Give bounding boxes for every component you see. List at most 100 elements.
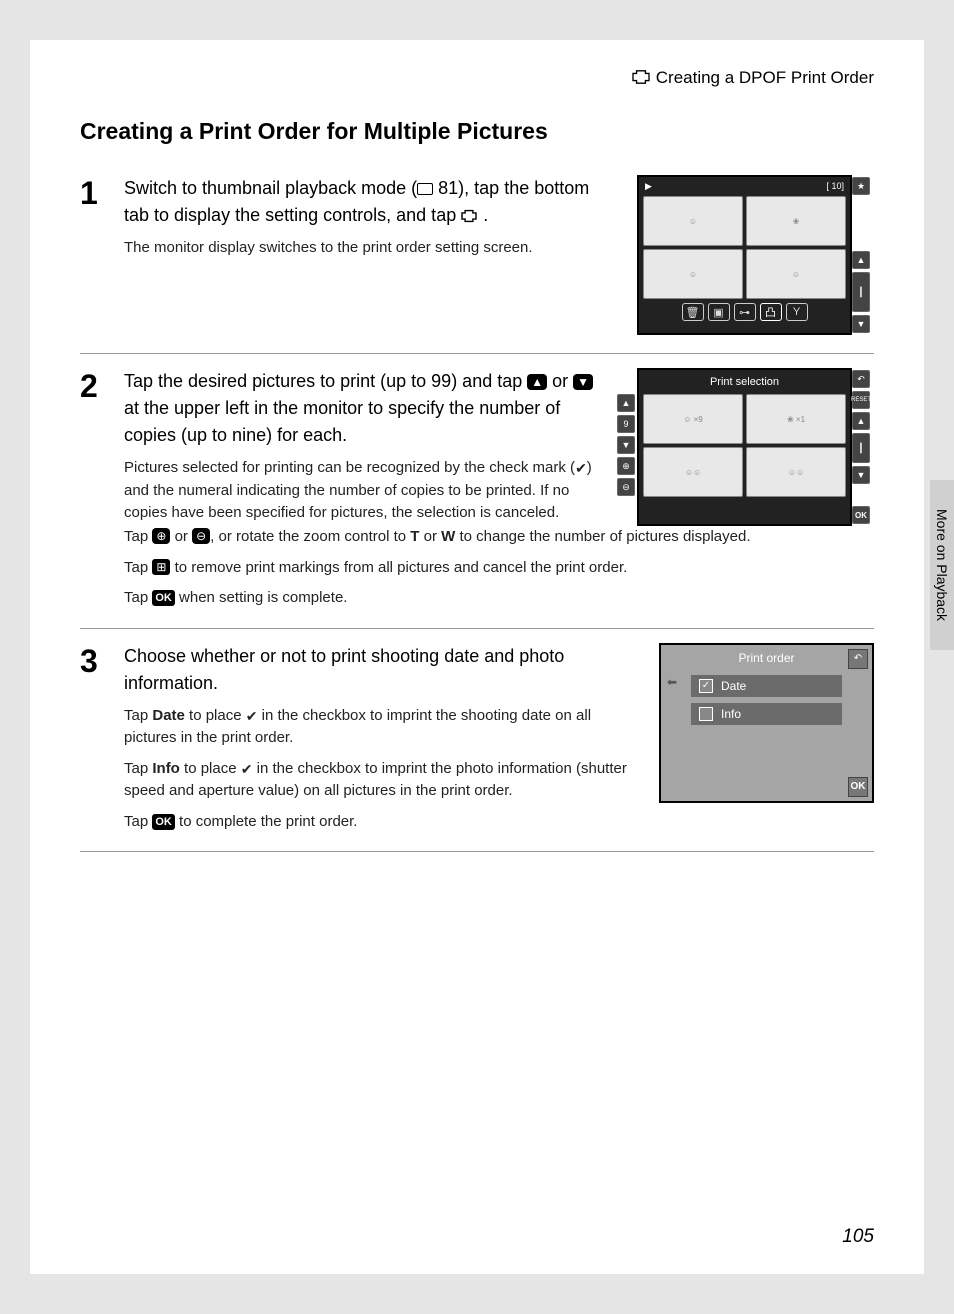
s2-head-c: at the upper left in the monitor to spec… xyxy=(124,398,560,445)
lcd2-left-controls: ▲ 9 ▼ ⊕ ⊖ xyxy=(617,394,635,496)
s2s2b: or xyxy=(170,528,192,545)
slideshow-icon[interactable]: ▣ xyxy=(708,303,730,321)
back-icon[interactable]: ↶ xyxy=(852,370,870,388)
scroll-bar-icon[interactable]: ┃ xyxy=(852,433,870,463)
zoom-in-icon-inline: ⊕ xyxy=(152,528,170,544)
lcd2-title: Print selection xyxy=(643,374,846,390)
check-mark-icon: ✔ xyxy=(575,458,587,479)
scroll-up-icon[interactable]: ▲ xyxy=(852,412,870,430)
s2s2a: Tap xyxy=(124,528,152,545)
step-1: 1 Switch to thumbnail playback mode ( 81… xyxy=(80,175,874,354)
lcd3-ok-icon[interactable]: OK xyxy=(848,777,868,797)
s3s3b: to complete the print order. xyxy=(175,813,358,830)
reset-icon-inline: ⊞ xyxy=(152,559,170,575)
manual-page: Creating a DPOF Print Order Creating a P… xyxy=(30,40,924,1274)
s2s3a: Tap xyxy=(124,559,152,576)
header-text: Creating a DPOF Print Order xyxy=(656,68,874,87)
step-1-number: 1 xyxy=(80,175,124,335)
step-1-lcd-wrapper: ▶ [ 10] ☺ ❀ ☺ ☺ 🗑 ▣ xyxy=(637,175,852,335)
ok-icon[interactable]: OK xyxy=(852,506,870,524)
step-2-sub2: Tap ⊕ or ⊖, or rotate the zoom control t… xyxy=(124,526,874,549)
star-icon[interactable]: ★ xyxy=(852,177,870,195)
copies-up-icon[interactable]: ▲ xyxy=(617,394,635,412)
step-1-head-a: Switch to thumbnail playback mode ( xyxy=(124,178,417,198)
zoom-W: W xyxy=(441,528,455,545)
arrow-up-icon: ▲ xyxy=(527,374,547,390)
info-checkbox-icon[interactable] xyxy=(699,707,713,721)
date-bold: Date xyxy=(152,707,185,724)
copies-count: 9 xyxy=(617,415,635,433)
lcd-screen-1: ▶ [ 10] ☺ ❀ ☺ ☺ 🗑 ▣ xyxy=(637,175,852,335)
reset-icon[interactable]: RESET xyxy=(852,391,870,409)
ok-icon-inline: OK xyxy=(152,590,175,606)
date-checkbox-icon[interactable]: ✓ xyxy=(699,679,713,693)
section-tab-label: More on Playback xyxy=(934,509,950,621)
print-tab-icon[interactable]: 凸 xyxy=(760,303,782,321)
thumbnail-3[interactable]: ☺☺ xyxy=(643,447,743,497)
zoom-in-icon[interactable]: ⊕ xyxy=(617,457,635,475)
page-number: 105 xyxy=(842,1226,874,1248)
s2s3b: to remove print markings from all pictur… xyxy=(170,559,627,576)
thumbnail-4[interactable]: ☺ xyxy=(746,249,846,299)
step-2-sub1: Pictures selected for printing can be re… xyxy=(124,457,595,525)
zoom-out-icon-inline: ⊖ xyxy=(192,528,210,544)
thumbnail-1[interactable]: ☺ ×9 xyxy=(643,394,743,444)
check-icon: ✔ xyxy=(246,706,258,727)
page-header: Creating a DPOF Print Order xyxy=(80,68,874,88)
check-icon: ✔ xyxy=(241,759,253,780)
thumbnail-2[interactable]: ❀ xyxy=(746,196,846,246)
step-1-subtext: The monitor display switches to the prin… xyxy=(124,237,617,260)
s2-sub1-a: Pictures selected for printing can be re… xyxy=(124,459,575,476)
lcd3-date-row[interactable]: ✓ Date xyxy=(691,675,842,697)
print-order-icon-inline xyxy=(461,209,477,223)
scroll-up-icon[interactable]: ▲ xyxy=(852,251,870,269)
setup-icon[interactable]: Y xyxy=(786,303,808,321)
step-2-lcd-wrapper: Print selection ☺ ×9 ❀ ×1 ☺☺ ☺☺ ▲ 9 ▼ xyxy=(637,368,852,526)
step-3-number: 3 xyxy=(80,643,124,834)
scroll-down-icon[interactable]: ▼ xyxy=(852,315,870,333)
arrow-down-icon: ▼ xyxy=(573,374,593,390)
lcd3-info-row[interactable]: Info xyxy=(691,703,842,725)
lcd-screen-2: Print selection ☺ ×9 ❀ ×1 ☺☺ ☺☺ ▲ 9 ▼ xyxy=(637,368,852,526)
ok-icon-inline: OK xyxy=(152,814,175,830)
s2-head-a: Tap the desired pictures to print (up to… xyxy=(124,371,527,391)
s3s1b: to place xyxy=(185,707,246,724)
lcd-screen-3: Print order ✓ Date Info ↶ OK ⬅ xyxy=(659,643,874,803)
step-1-heading: Switch to thumbnail playback mode ( 81),… xyxy=(124,175,617,229)
s3s2b: to place xyxy=(180,760,241,777)
thumbnail-3[interactable]: ☺ xyxy=(643,249,743,299)
s2s2c: , or rotate the zoom control to xyxy=(210,528,410,545)
step-2-number: 2 xyxy=(80,368,124,610)
zoom-out-icon[interactable]: ⊖ xyxy=(617,478,635,496)
s3s2a: Tap xyxy=(124,760,152,777)
thumbnail-2[interactable]: ❀ ×1 xyxy=(746,394,846,444)
info-bold: Info xyxy=(152,760,180,777)
lcd1-bottom-tabs: 🗑 ▣ ⊶ 凸 Y xyxy=(643,303,846,321)
lcd1-thumbnails: ☺ ❀ ☺ ☺ xyxy=(643,196,846,299)
thumbnail-1[interactable]: ☺ xyxy=(643,196,743,246)
thumbnail-4[interactable]: ☺☺ xyxy=(746,447,846,497)
step-2-sub3: Tap ⊞ to remove print markings from all … xyxy=(124,557,874,580)
s2s2d: or xyxy=(419,528,441,545)
info-label: Info xyxy=(721,707,741,721)
lcd1-counter: [ 10] xyxy=(826,181,844,192)
lcd1-right-controls: ★ ▲ ┃ ▼ xyxy=(852,177,872,333)
step-3: 3 Choose whether or not to print shootin… xyxy=(80,643,874,853)
scroll-bar-icon[interactable]: ┃ xyxy=(852,272,870,312)
section-tab: More on Playback xyxy=(930,480,954,650)
step-1-head-c: . xyxy=(483,205,488,225)
s2s4b: when setting is complete. xyxy=(175,589,348,606)
copies-down-icon[interactable]: ▼ xyxy=(617,436,635,454)
s2-head-b: or xyxy=(547,371,573,391)
step-3-heading: Choose whether or not to print shooting … xyxy=(124,643,639,697)
protect-icon[interactable]: ⊶ xyxy=(734,303,756,321)
step-2: 2 Tap the desired pictures to print (up … xyxy=(80,368,874,629)
lcd3-back-icon[interactable]: ↶ xyxy=(848,649,868,669)
s3s3a: Tap xyxy=(124,813,152,830)
trash-icon[interactable]: 🗑 xyxy=(682,303,704,321)
lcd2-thumbnails: ☺ ×9 ❀ ×1 ☺☺ ☺☺ xyxy=(643,394,846,497)
scroll-down-icon[interactable]: ▼ xyxy=(852,466,870,484)
lcd3-tab-icon: ⬅ xyxy=(667,675,677,689)
step-3-sub1: Tap Date to place ✔ in the checkbox to i… xyxy=(124,705,639,750)
book-ref-icon xyxy=(417,183,433,195)
